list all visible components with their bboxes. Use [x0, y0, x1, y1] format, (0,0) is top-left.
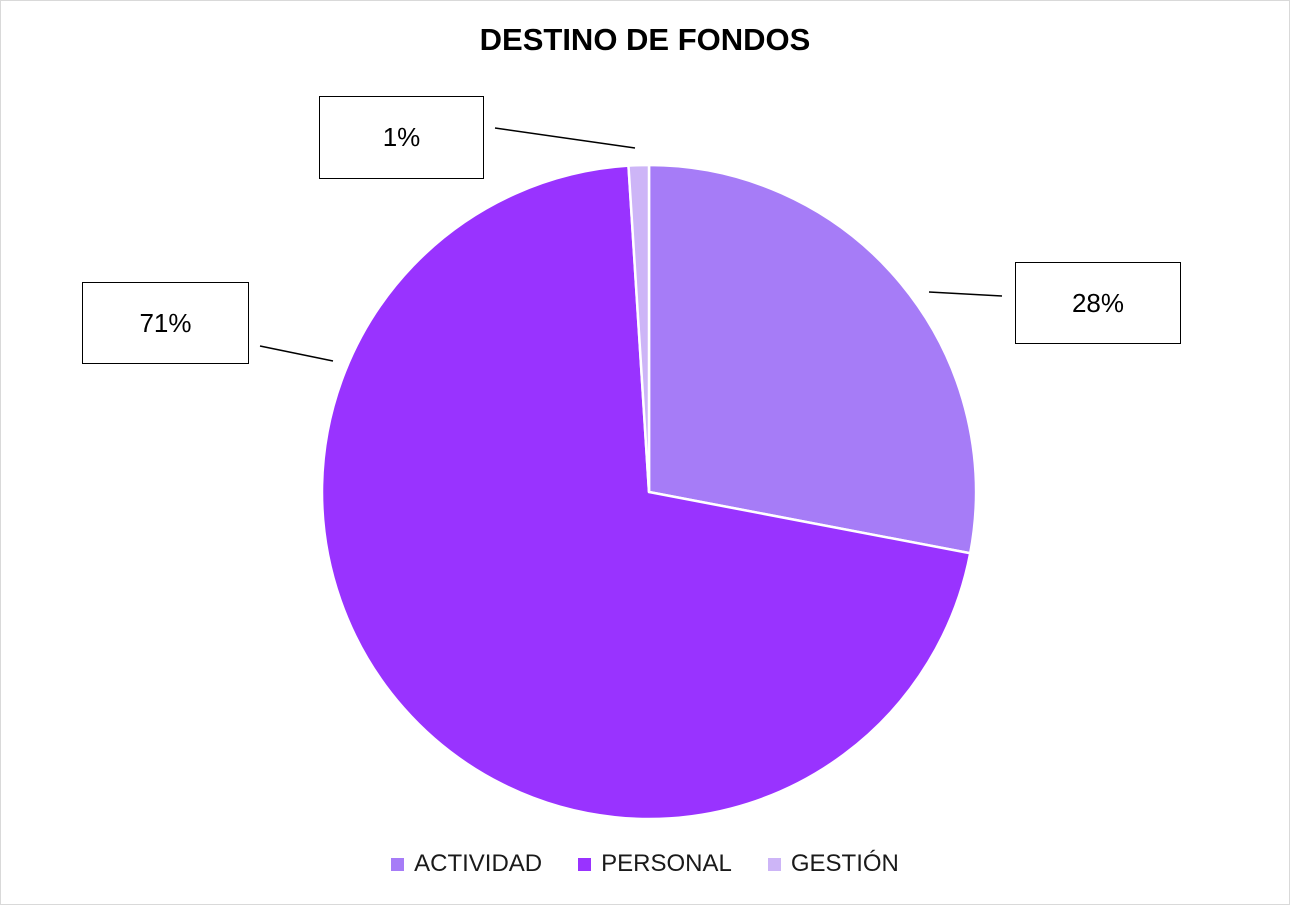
legend-item-actividad: ACTIVIDAD	[391, 850, 542, 878]
legend-label-personal: PERSONAL	[601, 850, 732, 877]
legend-item-personal: PERSONAL	[578, 850, 732, 878]
legend-swatch-gestion	[767, 857, 781, 871]
legend-swatch-actividad	[391, 857, 405, 871]
leader-lines	[259, 127, 1003, 362]
legend-label-gestion: GESTIÓN	[790, 850, 899, 877]
legend-label-actividad: ACTIVIDAD	[414, 850, 543, 877]
pie-slice-personal	[320, 164, 972, 821]
pie-slices	[320, 163, 978, 821]
pie-slice-gestion	[627, 163, 651, 494]
pie-slice-actividad	[647, 163, 978, 555]
data-label-actividad: 28%	[1015, 262, 1181, 344]
chart-title: DESTINO DE FONDOS	[479, 22, 811, 57]
legend: ACTIVIDAD PERSONAL GESTIÓN	[0, 850, 1290, 878]
legend-swatch-personal	[578, 857, 592, 871]
data-label-personal: 71%	[82, 282, 249, 364]
leader-line-gestion	[494, 127, 636, 149]
leader-line-personal	[259, 345, 334, 362]
legend-item-gestion: GESTIÓN	[767, 850, 899, 878]
data-label-gestion: 1%	[319, 96, 484, 179]
leader-line-actividad	[928, 291, 1003, 297]
